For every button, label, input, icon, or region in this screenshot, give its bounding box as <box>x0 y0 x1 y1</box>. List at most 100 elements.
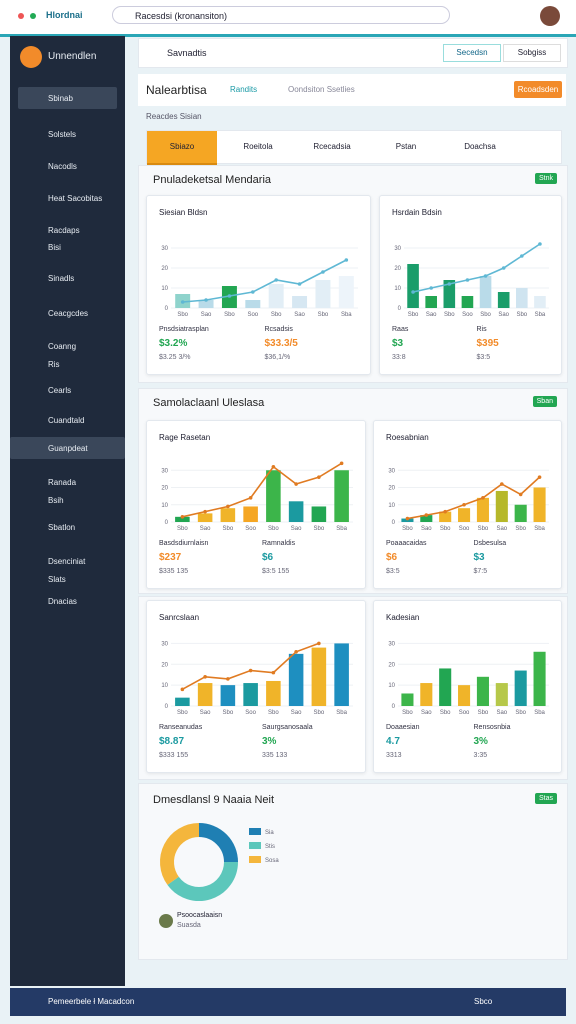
x-tick-label: Soo <box>247 312 258 318</box>
trend-point <box>227 294 232 298</box>
bar <box>407 264 419 308</box>
chart-card: Sanrcslaan 0 10 20 30 Sbo Sao Sbo Soo Sbo Sao Sbo Sb… <box>146 600 366 773</box>
sidebar-item[interactable]: Guanpdeat <box>48 444 88 453</box>
sidebar-item[interactable]: Slats <box>48 575 66 584</box>
button[interactable]: Sobgiss <box>503 44 561 62</box>
y-tick-label: 30 <box>161 246 168 252</box>
page-header: Nalearbtisa Randits Oondsiton Ssetlies R… <box>138 74 566 106</box>
sidebar-item[interactable]: Ceacgcdes <box>48 309 89 318</box>
tab[interactable]: Sbiazo <box>147 131 217 165</box>
x-tick-label: Sao <box>201 312 212 318</box>
x-tick-label: Sbo <box>480 312 491 318</box>
trend-line <box>412 243 541 293</box>
trend-point <box>501 266 506 270</box>
stat-value: $6 <box>386 552 398 563</box>
stat-note: 3313 <box>386 752 402 759</box>
taskbar-title: Pemeerbele ł Macadcon <box>48 997 135 1006</box>
x-tick-label: Sao <box>421 526 432 532</box>
bar <box>338 276 354 308</box>
tab[interactable]: Roeitola <box>243 142 273 151</box>
sidebar-item[interactable]: Heat Sacobitas <box>48 194 103 203</box>
card-title: Rage Rasetan <box>159 433 211 442</box>
trend-point <box>180 300 185 304</box>
sidebar-item[interactable]: Coanng <box>48 342 77 351</box>
top-bar: Hlordnai Racesdsi (kronansiton) <box>0 0 576 37</box>
y-tick-label: 30 <box>161 468 168 474</box>
stat-label: Pnsdsiatrasplan <box>159 326 209 333</box>
sidebar-item[interactable]: Cearls <box>48 386 72 395</box>
x-tick-label: Sbo <box>515 710 526 716</box>
tab[interactable]: Doachsa <box>464 142 496 151</box>
sidebar-item[interactable]: Ris <box>48 360 60 369</box>
x-tick-label: Sbo <box>314 710 325 716</box>
sidebar-item[interactable]: Dsenciniat <box>48 557 86 566</box>
y-tick-label: 10 <box>394 286 401 292</box>
link[interactable]: Randits <box>230 85 258 94</box>
action-button[interactable]: Rcoadsden <box>514 81 562 98</box>
trend-point <box>297 282 302 286</box>
stat-label: Poaaacaidas <box>386 540 427 547</box>
x-tick-label: Sao <box>421 710 432 716</box>
sidebar-item[interactable]: Racdaps <box>48 226 80 235</box>
button[interactable]: Secedsn <box>443 44 501 62</box>
bar <box>516 288 528 308</box>
sidebar-item[interactable]: Sbatlon <box>48 523 76 532</box>
bar <box>220 508 236 522</box>
trend-point <box>538 242 542 246</box>
legend-swatch <box>249 842 261 849</box>
trend-point <box>251 290 255 294</box>
trend-line <box>182 462 343 518</box>
chart: 0 10 20 30 Sbo Sao Sbo Soo Sbo Sao Sbo Sba <box>388 641 549 716</box>
sidebar-item[interactable]: Bisi <box>48 243 61 252</box>
brand: Hlordnai <box>46 10 83 20</box>
stat-value: 3% <box>262 736 277 747</box>
stat-value: 3% <box>473 736 488 747</box>
sidebar-item[interactable]: Dnacias <box>48 597 77 606</box>
x-tick-label: Sao <box>294 312 305 318</box>
badge: Stas <box>534 793 557 804</box>
trend-point <box>203 509 207 514</box>
x-tick-label: Soo <box>459 526 470 532</box>
bar <box>266 470 281 522</box>
x-tick-label: Sao <box>291 526 302 532</box>
sidebar-item[interactable]: Sinadls <box>48 274 75 283</box>
caption-name: Psoocaslaaisn <box>177 912 223 919</box>
chart: 0 10 20 30 Sbo Sao Sbo Soo Sbo Sao Sbo Sba <box>161 461 353 532</box>
stat-value: $3 <box>392 338 404 349</box>
y-tick-label: 10 <box>388 503 395 509</box>
sidebar-item[interactable]: Cuandtald <box>48 416 85 425</box>
sidebar-item[interactable]: Solstels <box>48 130 77 139</box>
avatar[interactable] <box>540 6 560 26</box>
user-avatar <box>20 46 42 68</box>
bar <box>198 300 214 308</box>
bar <box>534 296 546 308</box>
bar <box>175 516 190 522</box>
stat-note: 33:8 <box>392 354 406 361</box>
legend-label: Sosa <box>265 858 279 864</box>
search-box[interactable]: Racesdsi (kronansiton) <box>112 6 450 24</box>
filter[interactable]: Oondsiton Ssetlies <box>288 85 355 94</box>
stat-value: $33.3/5 <box>264 338 298 349</box>
tab[interactable]: Pstan <box>395 142 417 151</box>
trend-point <box>405 516 410 521</box>
y-tick-label: 10 <box>161 503 168 509</box>
trend-point <box>180 687 185 692</box>
toolbar-search[interactable]: Savnadtis <box>167 48 207 58</box>
sidebar-item[interactable]: Nacodls <box>48 162 77 171</box>
trend-point <box>481 496 485 500</box>
bar <box>197 683 213 706</box>
section: Dmesdlansl 9 Naaia Neit Stas Sia Stis Sosa Ps… <box>138 783 568 960</box>
x-tick-label: Sbo <box>177 312 188 318</box>
sidebar-item[interactable]: Sbinab <box>48 94 73 103</box>
trend-point <box>226 677 230 681</box>
trend-line <box>182 259 347 303</box>
y-tick-label: 0 <box>165 306 169 312</box>
trend-point <box>447 282 452 286</box>
sidebar-item[interactable]: Bsih <box>48 496 64 505</box>
tab[interactable]: Rcecadsia <box>313 142 351 151</box>
y-tick-label: 0 <box>165 704 169 710</box>
chart-card: Kadesian 0 10 20 30 Sbo Sao Sbo Soo Sbo Sao Sbo Sba D… <box>373 600 562 773</box>
x-tick-label: Sbo <box>402 526 413 532</box>
sidebar-item[interactable]: Ranada <box>48 478 77 487</box>
y-tick-label: 10 <box>161 683 168 689</box>
